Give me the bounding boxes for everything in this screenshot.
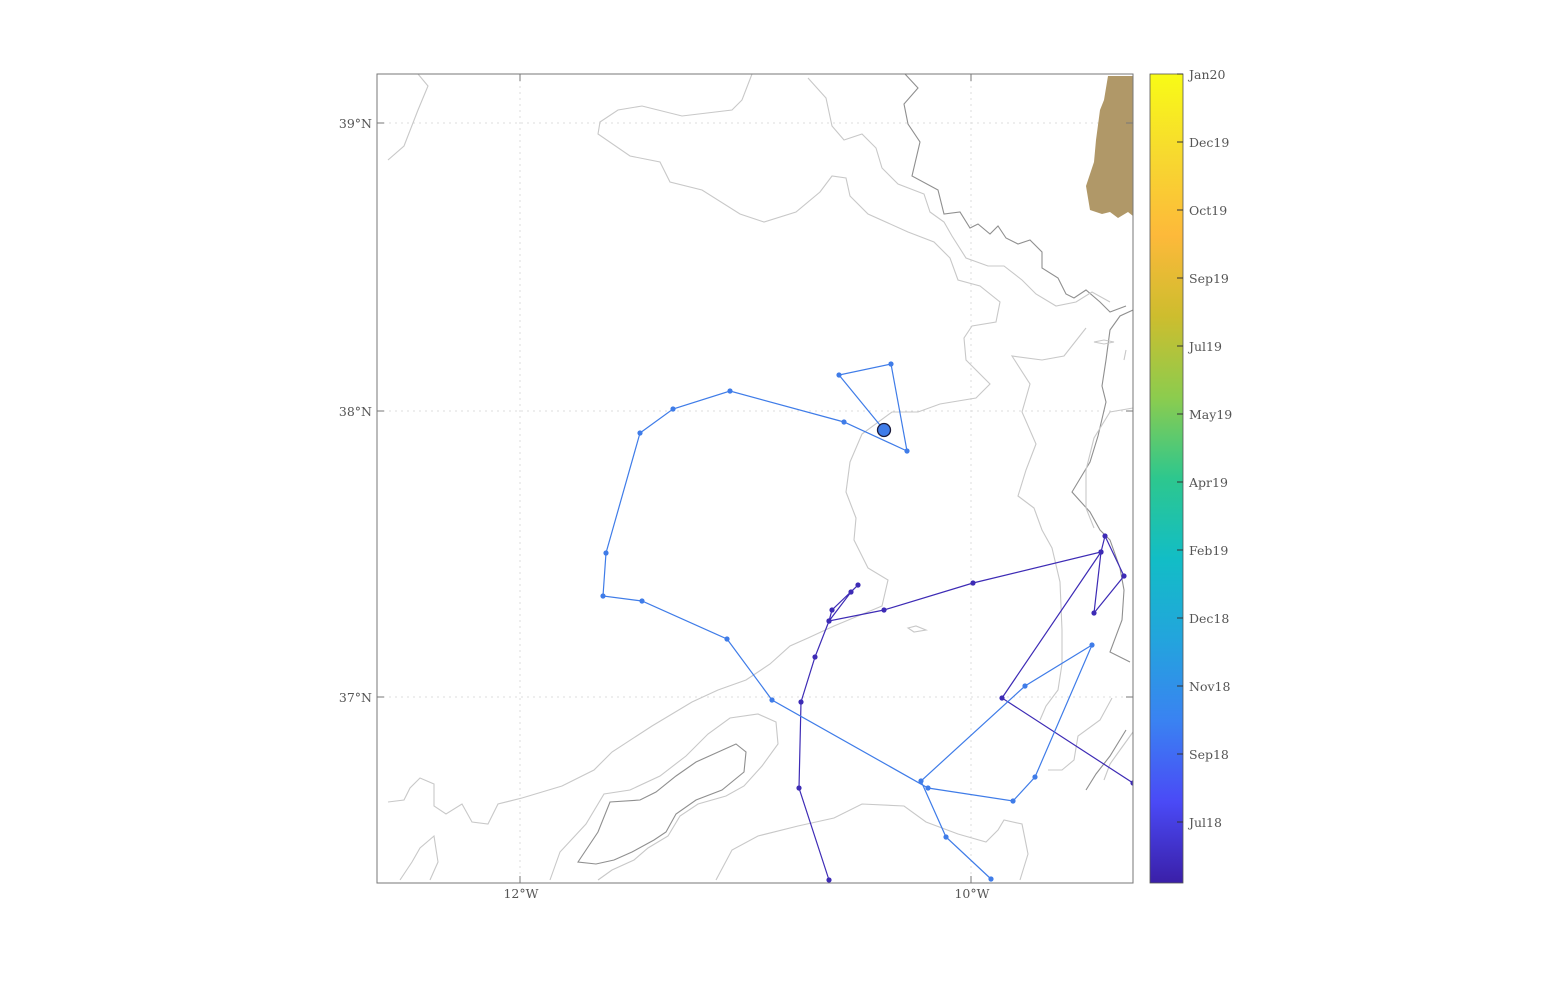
bathymetry-contours: [387, 74, 1133, 881]
lat-label-38: 38°N: [339, 404, 372, 419]
track-point: [918, 778, 924, 784]
track-point: [1032, 774, 1038, 780]
colorbar-label: Oct19: [1189, 203, 1227, 218]
track-segment-late-line: [602, 363, 1094, 880]
contour-line: [1085, 407, 1133, 529]
track-point: [1121, 573, 1127, 579]
contour-line: [903, 74, 1127, 313]
track-point: [1130, 780, 1133, 786]
colorbar-label: Jan20: [1187, 67, 1225, 82]
contour-line: [1010, 327, 1087, 721]
colorbar-label: May19: [1189, 407, 1232, 422]
track-point: [812, 654, 818, 660]
track-point: [836, 372, 842, 378]
track-segment-early-line: [798, 534, 1133, 881]
track-point: [637, 430, 643, 436]
track-point: [600, 593, 606, 599]
track-point: [769, 697, 775, 703]
lat-label-37: 37°N: [339, 690, 372, 705]
contour-line: [1085, 729, 1127, 791]
track-point: [925, 785, 931, 791]
contour-line: [1048, 697, 1113, 771]
track-point: [841, 419, 847, 425]
contour-line: [715, 803, 1029, 881]
colorbar: [1149, 73, 1184, 884]
colorbar-ticks: [1177, 73, 1183, 823]
contour-line: [399, 834, 439, 881]
track-point: [796, 785, 802, 791]
contour-line: [549, 713, 779, 881]
track-point: [1102, 533, 1108, 539]
contour-line: [1123, 349, 1127, 361]
track-point: [1098, 549, 1104, 555]
track-point: [1022, 683, 1028, 689]
contour-line: [807, 77, 1111, 307]
contour-line: [387, 74, 429, 161]
lat-label-39: 39°N: [339, 116, 372, 131]
colorbar-label: Apr19: [1188, 475, 1228, 490]
colorbar-label: Sep18: [1189, 747, 1229, 762]
gridlines: [377, 74, 1133, 883]
colorbar-label: Sep19: [1189, 271, 1229, 286]
track-point: [888, 361, 894, 367]
track-point: [603, 550, 609, 556]
contour-line: [577, 743, 747, 865]
colorbar-label: Jul19: [1187, 339, 1222, 354]
colorbar-label: Feb19: [1189, 543, 1228, 558]
track-point: [1091, 610, 1097, 616]
track-point: [943, 834, 949, 840]
track-point: [724, 636, 730, 642]
last-position-marker: [876, 422, 892, 438]
land-mass: [1086, 76, 1133, 218]
contour-line: [1103, 731, 1133, 781]
colorbar-label: Nov18: [1189, 679, 1230, 694]
colorbar-label: Dec18: [1189, 611, 1229, 626]
track-point: [829, 607, 835, 613]
track-point: [881, 607, 887, 613]
colorbar-label: Dec19: [1189, 135, 1229, 150]
float-tracks: [600, 361, 1133, 883]
contour-line: [1093, 339, 1115, 345]
lon-label-12w: 12°W: [503, 886, 538, 901]
track-point: [999, 695, 1005, 701]
colorbar-label: Jul18: [1187, 815, 1222, 830]
track-point: [1010, 798, 1016, 804]
track-point: [826, 618, 832, 624]
contour-line: [1071, 309, 1133, 663]
track-point: [988, 876, 994, 882]
contour-line: [906, 625, 929, 633]
colorbar-labels: Jan20 Dec19 Oct19 Sep19 Jul19 May19 Apr1…: [1187, 67, 1232, 830]
track-point: [826, 877, 832, 883]
track-point: [670, 406, 676, 412]
track-point: [855, 582, 861, 588]
track-point: [904, 448, 910, 454]
plot-frame: [376, 73, 1134, 884]
track-point: [848, 589, 854, 595]
track-point: [1089, 642, 1095, 648]
track-point: [970, 580, 976, 586]
track-point: [798, 699, 804, 705]
contour-line: [387, 74, 1001, 825]
track-point: [639, 598, 645, 604]
lon-label-10w: 10°W: [954, 886, 989, 901]
track-point: [727, 388, 733, 394]
axis-ticks: [377, 74, 1133, 883]
